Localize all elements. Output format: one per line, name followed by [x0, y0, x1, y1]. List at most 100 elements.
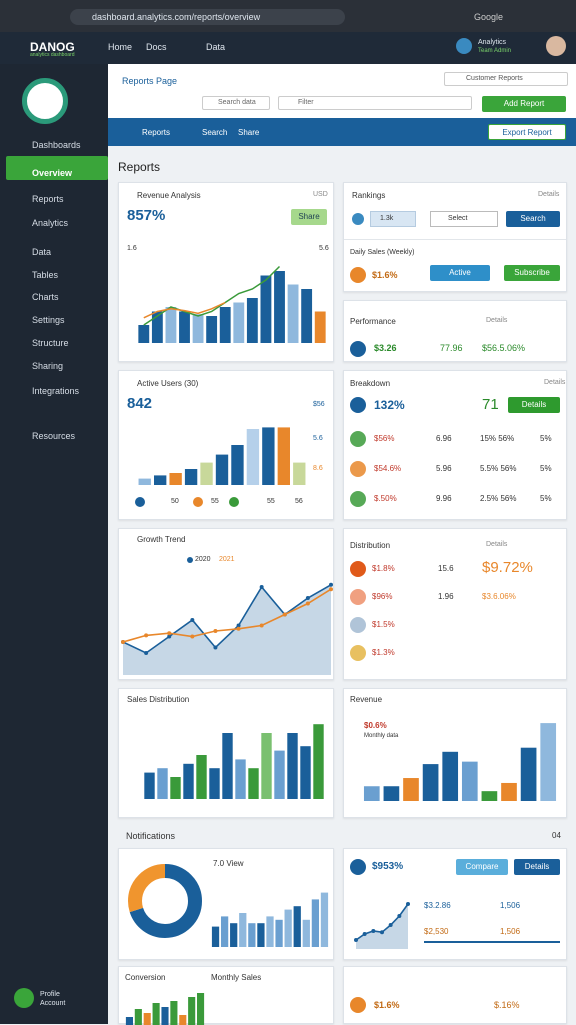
card: Sales Distribution [118, 688, 334, 818]
bar [184, 469, 198, 485]
profile-pic[interactable] [546, 36, 566, 56]
bar [143, 1013, 151, 1025]
bar-chart [211, 892, 329, 947]
donut-chart [128, 864, 202, 938]
side-user: Profile [40, 991, 60, 998]
bar [422, 764, 439, 801]
bar [424, 941, 560, 943]
bar [152, 1003, 160, 1025]
bar [313, 724, 324, 799]
active-button[interactable]: Active [430, 265, 490, 281]
point [397, 914, 402, 918]
card: Rankings Details 1.3k Select Search Dail… [343, 182, 567, 292]
search-button[interactable]: Search [506, 211, 560, 227]
icon [350, 431, 366, 447]
more[interactable]: Details [544, 379, 566, 386]
blue-item[interactable]: Search [202, 128, 228, 137]
legend-dot [135, 497, 145, 507]
bar [215, 454, 229, 485]
icon [352, 213, 364, 225]
select[interactable] [430, 211, 498, 227]
line-chart [121, 582, 333, 675]
add-button[interactable]: Add Report [482, 96, 566, 112]
value: 2.5% 56% [480, 494, 517, 503]
button[interactable]: Details [514, 859, 560, 875]
bar [209, 768, 220, 799]
point [190, 634, 195, 639]
nav[interactable]: Home [108, 42, 133, 52]
card-unit: USD [313, 191, 328, 198]
side-item[interactable]: Data [32, 247, 52, 257]
area [356, 904, 408, 949]
sub: Monthly data [364, 733, 399, 739]
tab[interactable]: Google [474, 12, 504, 22]
search-box[interactable] [202, 96, 270, 110]
filter-box[interactable] [278, 96, 472, 110]
export-button[interactable]: Export Report [488, 124, 566, 140]
side-item[interactable]: Sharing [32, 361, 64, 371]
point [329, 587, 333, 592]
side-item[interactable]: Dashboards [32, 140, 81, 150]
legend: 50 [171, 498, 179, 505]
bar [442, 751, 459, 801]
card-value: 857% [127, 207, 166, 224]
nav[interactable]: Data [206, 42, 226, 52]
blue-item[interactable]: Reports [142, 128, 171, 137]
bar [134, 1009, 142, 1025]
point [167, 634, 172, 639]
side-item[interactable]: Analytics [32, 218, 69, 228]
bar [302, 919, 310, 947]
address-bar[interactable] [70, 9, 345, 25]
subscribe-button[interactable]: Subscribe [504, 265, 560, 281]
bar [151, 311, 163, 343]
address-field[interactable] [444, 72, 568, 86]
card: 7.0 View [118, 848, 334, 960]
side-item[interactable]: Charts [32, 292, 59, 302]
point [305, 596, 310, 600]
side-user-sub: Account [40, 1000, 66, 1007]
tab-title[interactable]: Reports Page [122, 76, 178, 86]
details-button[interactable]: Details [508, 397, 560, 413]
button[interactable]: Compare [456, 859, 508, 875]
trend-line [143, 301, 226, 319]
value: 132% [374, 398, 405, 412]
legend: 56 [295, 498, 303, 505]
blue-item[interactable]: Share [238, 128, 260, 137]
bar [383, 786, 400, 801]
point [388, 923, 393, 927]
active-item[interactable] [6, 156, 108, 180]
nav[interactable]: Docs [146, 42, 167, 52]
side-item[interactable]: Overview [32, 168, 73, 178]
divider [344, 239, 566, 240]
point [259, 623, 264, 628]
point [236, 623, 241, 628]
bar [248, 768, 259, 799]
point [380, 930, 384, 935]
value: 9.96 [436, 494, 452, 503]
icon [350, 397, 366, 413]
value: 15% 56% [480, 434, 515, 443]
bar [179, 1015, 187, 1025]
bar-chart [138, 427, 306, 485]
bar [192, 314, 204, 343]
share-button[interactable]: Share [291, 209, 327, 225]
icon [350, 341, 366, 357]
side-item[interactable]: Resources [32, 431, 76, 441]
side-item[interactable]: Reports [32, 194, 64, 204]
card-title: Rankings [352, 191, 386, 200]
more[interactable]: Details [486, 541, 508, 548]
side-item[interactable]: Structure [32, 338, 69, 348]
more[interactable]: Details [538, 191, 560, 198]
axis-label: 5.6 [319, 245, 329, 252]
card: Performance Details $3.26 77.96 $56.5.06… [343, 300, 567, 362]
icon [350, 461, 366, 477]
more[interactable]: Details [486, 317, 508, 324]
side-item[interactable]: Tables [32, 270, 59, 280]
icon [350, 617, 366, 633]
bar [363, 786, 380, 801]
address: Customer Reports [466, 75, 523, 82]
side-item[interactable]: Settings [32, 315, 65, 325]
chip [370, 211, 416, 227]
side-item[interactable]: Integrations [32, 386, 80, 396]
